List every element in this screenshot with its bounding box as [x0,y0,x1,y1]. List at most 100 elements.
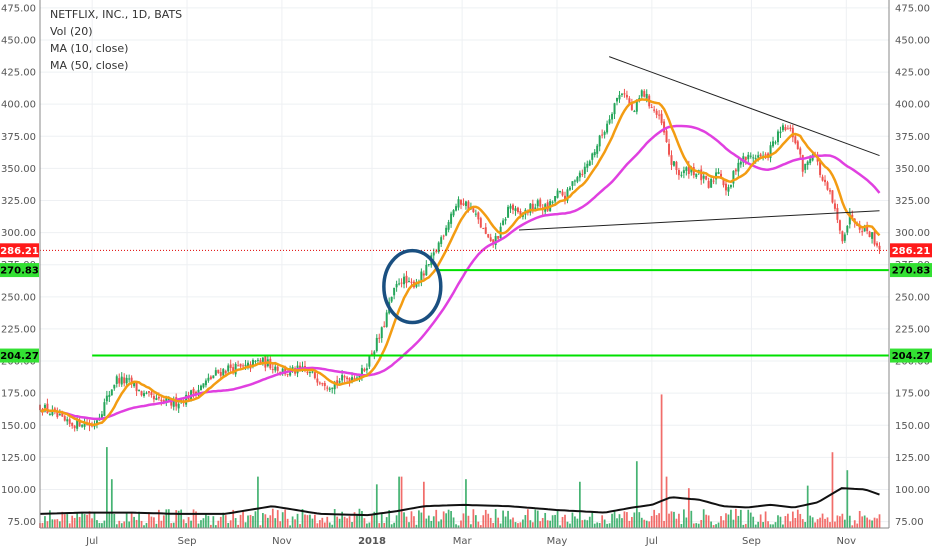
volume-bar [185,523,187,528]
badge-label-last-price-right: 286.21 [892,246,931,257]
candle-body [796,141,799,150]
candle-body [355,377,358,379]
candle-body [120,376,123,385]
volume-bar [229,520,232,528]
volume-bar [851,525,854,528]
volume-bar [777,515,779,528]
volume-bar [759,514,762,528]
candle-body [804,163,807,170]
candle-body [556,190,559,198]
candle-body [299,365,302,369]
volume-bar [405,516,408,528]
volume-bar [234,518,237,528]
volume-bar [531,522,534,528]
volume-bar [705,514,708,528]
legend-ma10[interactable]: MA (10, close) [50,42,129,55]
volume-bar [205,513,207,528]
volume-bar [695,523,698,528]
candle-body [172,398,175,407]
candles [39,88,881,432]
candle-body [677,170,680,176]
y-tick-label-right: 325.00 [895,196,930,207]
candle-body [113,384,116,389]
volume-bar [257,476,259,528]
volume-bar [244,522,247,528]
badge-label-last-price-left: 286.21 [0,246,39,257]
candle-body [727,187,730,192]
volume-bar [460,520,462,528]
volume-bar [633,512,636,528]
volume-bar [571,512,574,528]
candle-body [497,235,500,239]
volume-bar [113,513,116,528]
x-tick-label: Jul [645,536,658,547]
candle-body [623,93,626,95]
volume-bar [311,518,314,528]
y-tick-label-left: 125.00 [1,453,36,464]
volume-bar [631,516,633,528]
candle-body [467,201,470,211]
candle-body [261,357,264,363]
volume-bar [130,512,133,528]
legend-ma50[interactable]: MA (50, close) [50,59,129,72]
candle-body [432,252,435,256]
y-tick-label-right: 250.00 [895,292,930,303]
volume-bar [440,519,443,528]
candle-body [212,375,215,379]
volume-bar [86,514,88,528]
candle-body [578,172,581,178]
candle-body [445,227,448,236]
candle-body [247,362,250,367]
volume-bar [472,509,475,528]
volume-bar [341,511,343,528]
candle-body [457,199,460,208]
candle-body [824,179,827,183]
volume-bar [333,509,336,528]
y-tick-label-right: 175.00 [895,389,930,400]
volume-bar [219,516,222,528]
volume-bar [710,521,712,528]
volume-bar [212,516,215,528]
legend-symbol[interactable]: NETFLIX, INC., 1D, BATS [50,8,183,21]
volume-bar [819,517,821,528]
volume-bar [447,509,450,528]
volume-bar [551,515,554,528]
volume-bar [148,512,150,528]
volume-bar [678,513,680,528]
volume-bar [779,516,782,528]
volume-bar [71,515,74,528]
candle-body [534,207,537,210]
candle-body [583,166,586,174]
y-tick-label-left: 75.00 [7,517,36,528]
volume-bar [314,514,316,528]
volume-bar [720,516,722,528]
volume-bar [425,518,428,528]
candle-body [311,371,314,373]
candle-body [739,161,742,165]
legend-volume[interactable]: Vol (20) [50,25,93,38]
candle-body [633,111,636,113]
volume-bar [430,520,433,528]
volume-bar [93,512,96,528]
volume-bar [683,509,685,528]
volume-bar [868,519,871,528]
volume-bar [603,519,606,528]
volume-bar [601,515,604,528]
candle-body [514,208,517,211]
volume-bar [237,524,239,528]
candle-body [487,234,490,238]
volume-bar [133,516,135,528]
candle-body [616,97,619,102]
volume-bar [519,522,522,528]
candle-body [759,154,762,157]
candle-body [224,370,227,374]
volume-bar [442,511,445,528]
candle-body [328,388,331,390]
volume-bar [692,523,695,528]
volume-bar [668,513,670,528]
candle-body [484,227,487,234]
volume-bar [420,512,423,528]
volume-bar [170,523,173,528]
candle-body [61,412,64,417]
